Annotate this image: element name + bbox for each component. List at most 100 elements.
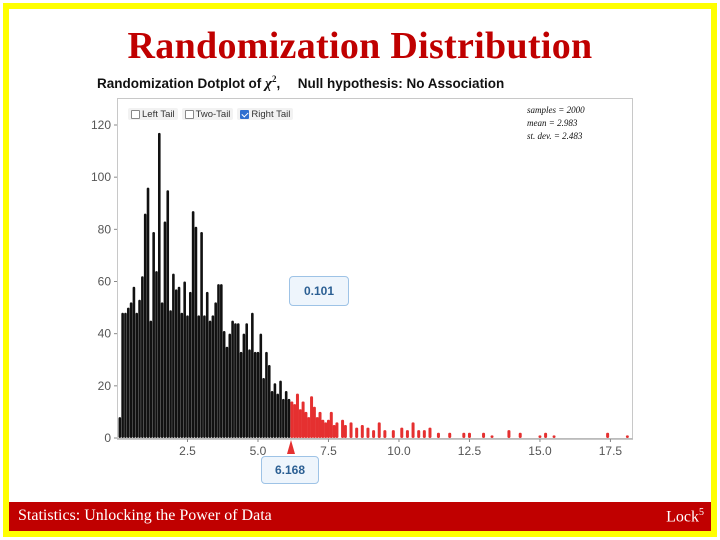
right-tail-checkbox[interactable] [240, 109, 250, 119]
chi-square-symbol: χ2 [265, 74, 277, 92]
dot-stack [448, 432, 452, 438]
dot-stack [428, 427, 432, 438]
y-tick-label: 20 [98, 379, 112, 393]
dot-stack [400, 427, 404, 438]
dot-stack [383, 430, 387, 438]
dot-stack [259, 333, 263, 438]
two-tail-checkbox[interactable] [184, 109, 194, 119]
y-tick-label: 60 [98, 275, 112, 289]
dot-stack [301, 401, 305, 438]
mean-stat: mean = 2.983 [527, 118, 578, 128]
dot-stack [310, 396, 314, 438]
dot-stack [155, 271, 158, 438]
dot-stack [290, 401, 294, 438]
left-tail-checkbox[interactable] [131, 109, 140, 119]
dot-stack [360, 424, 364, 438]
left-tail-option[interactable]: Left Tail [128, 108, 178, 120]
dot-stack [141, 276, 144, 438]
x-tick-label: 12.5 [458, 444, 482, 458]
heading-suffix: , [276, 76, 281, 91]
dot-stack [225, 346, 229, 438]
dot-stack [507, 430, 511, 438]
dot-stack [214, 302, 217, 438]
dot-stack [262, 378, 265, 438]
footer-bar [9, 502, 711, 531]
dot-stack [467, 432, 471, 438]
y-tick-label: 100 [91, 170, 111, 184]
dot-stack [189, 291, 192, 438]
dot-stack [121, 312, 124, 438]
null-hypothesis-label: Null hypothesis: No Association [297, 76, 505, 91]
dot-stack [217, 284, 220, 438]
dot-stack [197, 315, 201, 438]
dot-stack [462, 432, 466, 438]
dot-stack [304, 411, 308, 438]
x-tick-label: 7.5 [320, 444, 337, 458]
dot-stack [391, 430, 395, 438]
dot-stack [236, 323, 240, 438]
dot-stack [318, 411, 322, 438]
tail-proportion-label[interactable]: 0.101 [289, 276, 349, 306]
dot-stack [315, 417, 319, 438]
slide-title: Randomization Distribution [127, 25, 593, 67]
x-tick-label: 2.5 [179, 444, 196, 458]
dot-stack [287, 398, 291, 438]
dot-stack [220, 284, 223, 438]
dot-stack [436, 432, 440, 438]
dot-stack [132, 286, 136, 438]
dot-stack [183, 281, 186, 438]
dot-stack [405, 430, 409, 438]
dot-stack [544, 432, 548, 438]
dot-stack [126, 307, 130, 438]
x-tick-label: 15.0 [528, 444, 552, 458]
footer-logo: Lock5 [666, 507, 704, 526]
x-tick-label: 5.0 [250, 444, 267, 458]
dot-stack [245, 323, 249, 438]
dot-stack [152, 231, 155, 438]
dot-stack [135, 312, 139, 438]
y-tick-label: 120 [91, 118, 111, 132]
dot-stack [160, 302, 164, 438]
dot-stack [625, 435, 629, 438]
dot-stack [200, 231, 203, 438]
dot-stack [372, 430, 376, 438]
y-tick-label: 80 [98, 222, 112, 236]
dot-stack [273, 383, 277, 438]
dot-stack [293, 404, 297, 438]
dot-stack [538, 435, 542, 438]
dot-stack [157, 132, 161, 438]
dot-stack [186, 315, 189, 438]
dot-stack [205, 291, 209, 438]
dot-stack [276, 393, 280, 438]
dot-stack [377, 422, 381, 438]
dot-stack [321, 419, 325, 438]
dot-stack [312, 406, 316, 438]
dot-stack [482, 432, 486, 438]
dot-stack [242, 333, 246, 438]
applet-heading: Randomization Dotplot of χ2, Null hypoth… [97, 74, 504, 93]
dot-stack [231, 320, 234, 438]
tail-controls: Left Tail Two-Tail Right Tail [128, 108, 294, 120]
y-tick-label: 40 [98, 327, 112, 341]
dot-stack [194, 226, 198, 438]
heading-prefix: Randomization Dotplot of [97, 76, 262, 91]
dot-stack [163, 221, 167, 438]
dot-stack [256, 351, 260, 438]
two-tail-option[interactable]: Two-Tail [181, 108, 234, 120]
cutoff-value-label[interactable]: 6.168 [261, 456, 319, 484]
dot-stack [490, 435, 494, 438]
dot-stack [326, 419, 330, 438]
dot-stack [228, 333, 232, 438]
dot-stack [146, 187, 150, 438]
dot-stack [307, 417, 311, 438]
dot-stack [180, 312, 184, 438]
dot-stack [129, 302, 133, 438]
right-tail-option[interactable]: Right Tail [237, 108, 294, 120]
dot-stack [253, 351, 257, 438]
dot-stack [251, 312, 254, 438]
cutoff-marker[interactable] [287, 440, 295, 454]
dot-stack [518, 432, 522, 438]
dot-stack [267, 364, 271, 438]
dot-stack [332, 424, 336, 438]
